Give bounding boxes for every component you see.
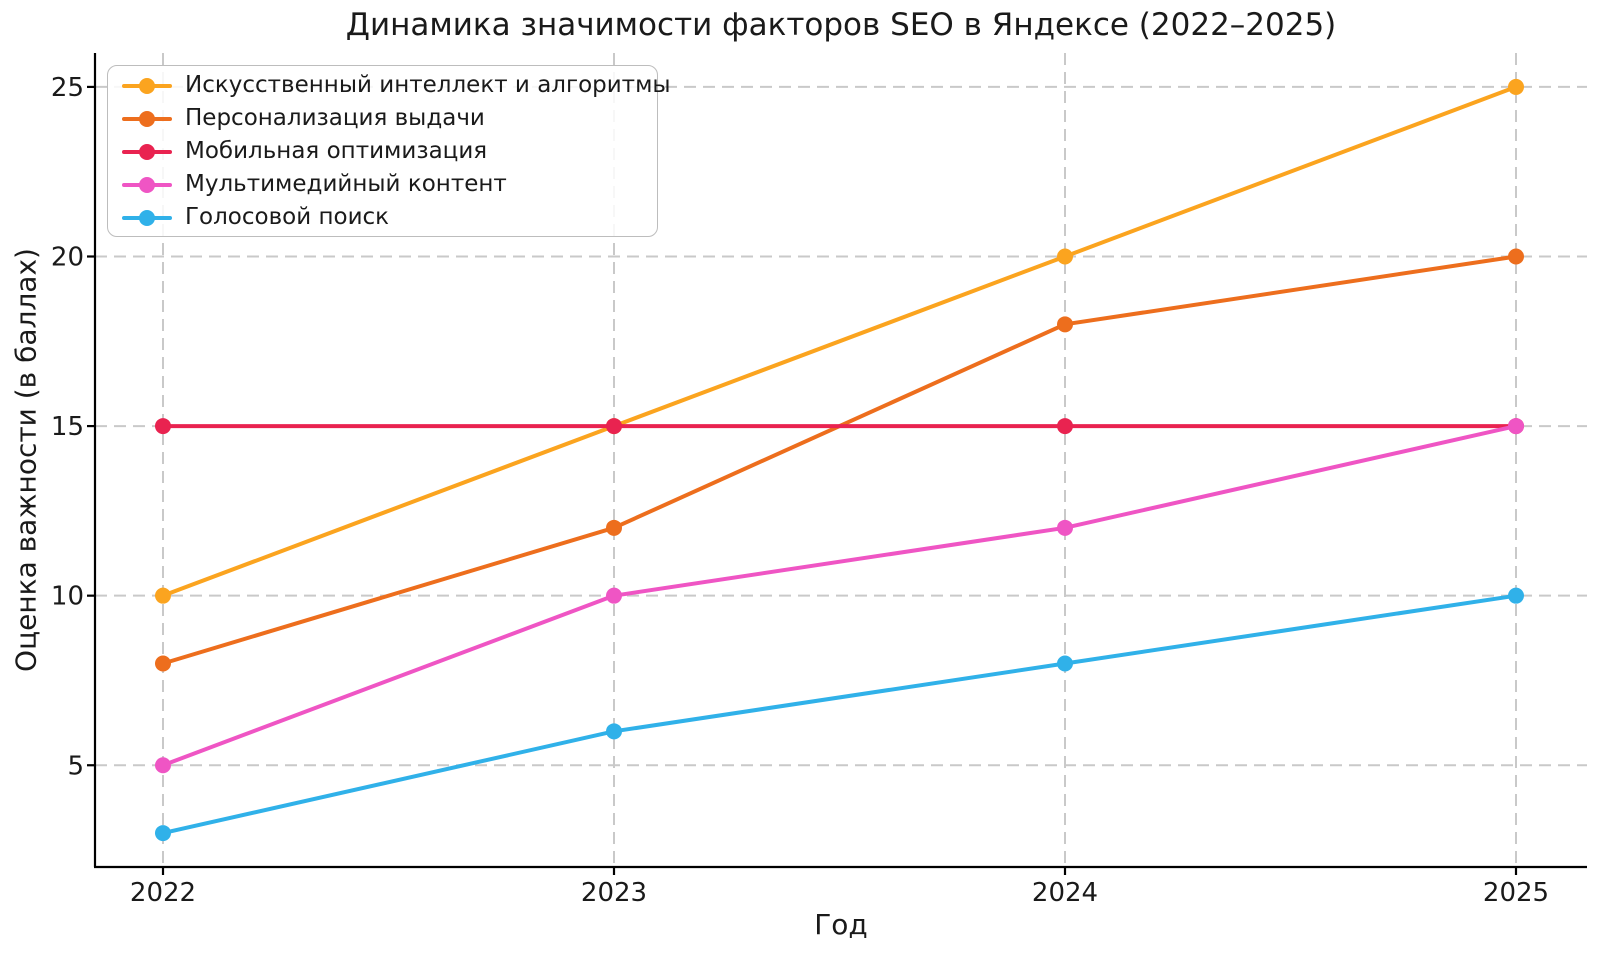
y-axis-label: Оценка важности (в баллах) <box>9 248 43 672</box>
y-tick-label: 20 <box>51 243 84 273</box>
data-point <box>155 418 171 435</box>
data-point <box>606 519 622 536</box>
legend-item: Персонализация выдачи <box>108 102 657 135</box>
data-point <box>606 723 622 740</box>
chart-title: Динамика значимости факторов SEO в Яндек… <box>345 7 1337 43</box>
y-tick-label: 10 <box>51 582 84 612</box>
legend-item: Мультимедийный контент <box>108 168 657 201</box>
legend-item: Голосовой поиск <box>108 201 657 234</box>
legend-item: Искусственный интеллект и алгоритмы <box>108 69 671 102</box>
series-line <box>161 424 1518 768</box>
data-point <box>1057 519 1073 536</box>
x-tick-label: 2024 <box>1032 878 1098 908</box>
legend-line-marker-icon <box>122 143 172 160</box>
data-point <box>1057 316 1073 333</box>
legend-line-marker-icon <box>122 176 172 193</box>
data-point <box>155 655 171 672</box>
data-point <box>155 757 171 774</box>
legend: Искусственный интеллект и алгоритмы Персо… <box>107 65 671 237</box>
legend-item: Мобильная оптимизация <box>108 135 657 168</box>
data-point <box>1057 655 1073 672</box>
data-point <box>1508 587 1524 604</box>
data-point <box>1508 78 1524 95</box>
data-point <box>1508 418 1524 435</box>
data-point <box>155 587 171 604</box>
legend-label: Голосовой поиск <box>185 204 390 230</box>
data-point <box>1057 418 1073 435</box>
x-tick-label: 2023 <box>581 878 647 908</box>
legend-label: Персонализация выдачи <box>185 105 485 131</box>
data-point <box>155 825 171 842</box>
x-axis-label: Год <box>814 908 868 941</box>
legend-line-marker-icon <box>122 110 172 127</box>
x-tick-label: 2022 <box>130 878 196 908</box>
legend-line-marker-icon <box>122 209 172 226</box>
data-point <box>606 418 622 435</box>
legend-label: Мобильная оптимизация <box>185 138 488 164</box>
data-point <box>606 587 622 604</box>
legend-label: Мультимедийный контент <box>185 171 507 197</box>
y-tick-label: 15 <box>51 412 84 442</box>
legend-line-marker-icon <box>122 77 172 94</box>
y-tick-label: 5 <box>67 751 84 781</box>
legend-label: Искусственный интеллект и алгоритмы <box>185 72 671 98</box>
x-tick-label: 2025 <box>1483 878 1549 908</box>
series-line <box>161 254 1518 666</box>
data-point <box>1508 248 1524 265</box>
data-point <box>1057 248 1073 265</box>
series-line <box>161 84 1518 598</box>
series-line <box>161 593 1518 836</box>
y-tick-label: 25 <box>51 73 84 103</box>
